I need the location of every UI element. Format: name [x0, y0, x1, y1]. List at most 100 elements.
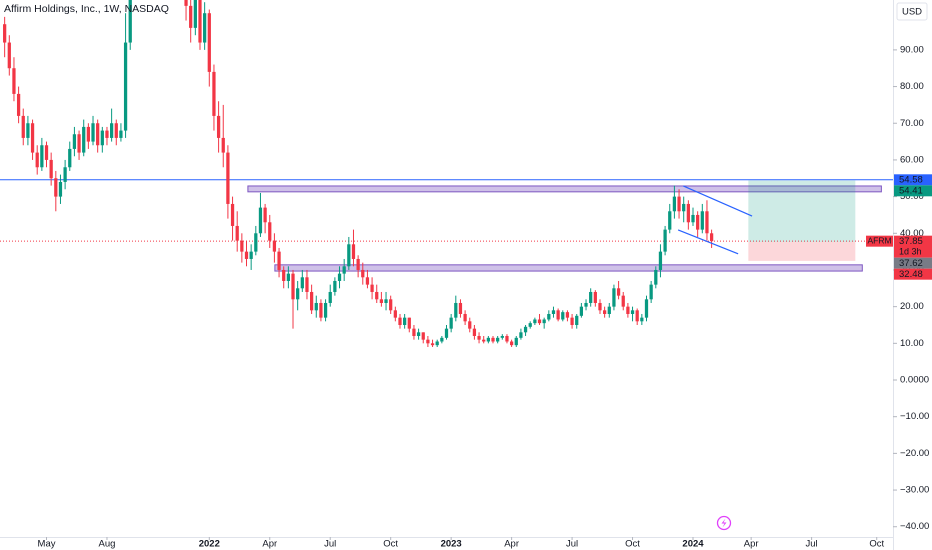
candle-body [184, 0, 188, 6]
price-tag-label: 54.41 [899, 186, 923, 197]
candle-body [486, 337, 490, 342]
x-tick-label: Oct [383, 539, 398, 550]
y-tick-label: −20.00 [900, 448, 929, 459]
candle-body [416, 332, 421, 336]
candle-body [254, 233, 258, 252]
candle-body [435, 341, 439, 346]
candle-body [235, 225, 239, 241]
candle-body [584, 302, 588, 307]
lightning-icon[interactable] [716, 515, 732, 531]
candle-body [663, 229, 667, 252]
candle-body [491, 337, 495, 342]
candle-body [640, 317, 644, 322]
candle-body [114, 123, 118, 138]
candle-body [426, 339, 430, 344]
candle-body [682, 203, 686, 212]
candle-body [440, 337, 444, 342]
candle-body [12, 68, 16, 94]
candle-body [523, 326, 528, 333]
candle-body [709, 233, 714, 242]
x-tick-label: May [38, 539, 56, 550]
candle-body [686, 203, 690, 223]
candle-body [505, 335, 509, 342]
candle-body [496, 337, 500, 342]
candle-body [644, 299, 649, 318]
candle-body [616, 288, 621, 296]
candle-body [384, 299, 388, 303]
y-tick-label: 40.00 [900, 228, 924, 239]
x-tick-label: Apr [262, 539, 277, 550]
candle-body [328, 291, 332, 303]
candle-body [482, 339, 486, 342]
candle-body [230, 203, 235, 226]
candle-body [123, 42, 128, 131]
candle-body [463, 313, 467, 322]
x-tick-label: 2023 [441, 539, 462, 550]
candle-body [291, 273, 295, 300]
candle-body [21, 115, 25, 138]
x-tick-label: Jul [806, 539, 818, 550]
candle-body [635, 310, 639, 322]
icon-bolt [721, 518, 727, 528]
price-tag [894, 235, 932, 258]
price-zone [274, 264, 863, 272]
candle-body [351, 244, 356, 259]
candle-body [537, 319, 542, 324]
candle-body [565, 312, 570, 318]
target-zone [748, 180, 856, 243]
icon-circle [716, 515, 732, 531]
y-tick-label: 80.00 [900, 81, 924, 92]
candle-body [314, 302, 318, 311]
candle-body [700, 211, 704, 230]
candle-body [54, 178, 58, 197]
candle-body [654, 269, 658, 285]
candle-body [626, 306, 630, 314]
candle-body [249, 251, 253, 259]
candle-body [458, 302, 463, 314]
candle-body [430, 343, 435, 346]
candle-body [579, 306, 584, 316]
candle-body [277, 251, 281, 270]
candle-body [449, 317, 453, 329]
candle-body [58, 181, 63, 197]
candle-body [35, 152, 39, 168]
candle-body [398, 317, 402, 325]
candle-body [500, 335, 504, 338]
candle-body [337, 273, 342, 281]
candle-body [44, 145, 49, 160]
candle-body [472, 328, 477, 336]
y-tick-label: −40.00 [900, 521, 929, 532]
candle-body [207, 13, 211, 72]
candle-body [309, 291, 314, 311]
candle-body [612, 288, 616, 307]
candle-body [570, 317, 574, 325]
candle-body [547, 313, 551, 320]
candle-body [630, 310, 635, 314]
x-tick-label: Oct [625, 539, 640, 550]
candle-body [263, 207, 267, 223]
y-tick-label: 60.00 [900, 154, 924, 165]
candle-body [91, 123, 95, 142]
candle-body [323, 302, 328, 318]
candle-body [705, 211, 709, 234]
y-tick-label: 20.00 [900, 301, 924, 312]
candle-body [668, 211, 672, 230]
candle-body [198, 0, 202, 43]
candle-body [519, 332, 523, 338]
candle-body [109, 123, 114, 138]
candle-body [621, 295, 625, 307]
candle-body [551, 310, 556, 314]
candle-body [403, 317, 407, 325]
x-tick-label: Oct [869, 539, 884, 550]
candle-body [649, 284, 653, 300]
candle-body [96, 123, 100, 146]
candle-body [77, 134, 81, 153]
currency-box[interactable] [896, 2, 928, 21]
candle-body [119, 130, 123, 138]
y-tick-label: 70.00 [900, 118, 924, 129]
price-tag-label: 37.62 [899, 258, 923, 269]
candle-body [370, 284, 374, 292]
candle-body [68, 148, 72, 168]
price-tag [894, 185, 932, 197]
